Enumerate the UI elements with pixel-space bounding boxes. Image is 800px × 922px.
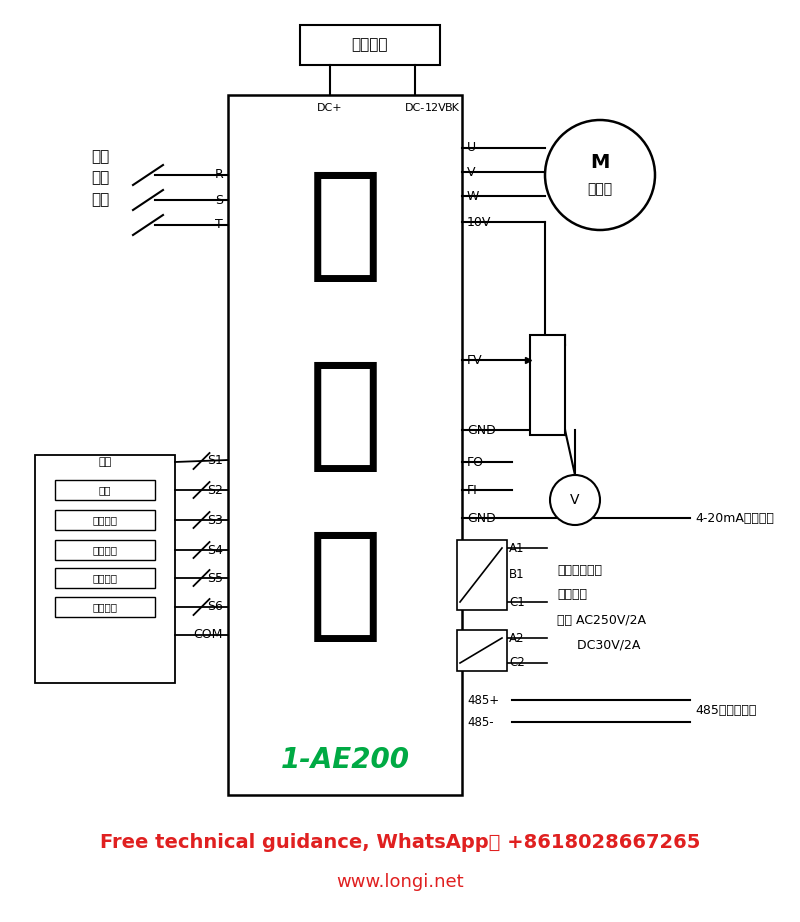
Bar — [457, 540, 507, 610]
Text: 输出 AC250V/2A: 输出 AC250V/2A — [557, 613, 646, 627]
Text: R: R — [214, 169, 223, 182]
Bar — [55, 480, 155, 500]
Text: 电源: 电源 — [91, 193, 109, 207]
Text: FV: FV — [467, 353, 482, 367]
Text: 输出触点: 输出触点 — [557, 588, 587, 601]
Text: B1: B1 — [509, 569, 525, 582]
Text: C1: C1 — [509, 596, 525, 609]
Text: S4: S4 — [207, 543, 223, 557]
Text: 变: 变 — [307, 164, 382, 286]
Text: T: T — [215, 219, 223, 231]
Text: FO: FO — [467, 455, 484, 468]
Text: 三相: 三相 — [91, 149, 109, 164]
Text: 正转点动: 正转点动 — [93, 573, 118, 583]
Text: 4-20mA电汁输入: 4-20mA电汁输入 — [695, 512, 774, 525]
Text: 器: 器 — [307, 525, 382, 645]
Text: 反转: 反转 — [98, 485, 111, 495]
Text: S1: S1 — [207, 454, 223, 467]
Text: 485串行通讯口: 485串行通讯口 — [695, 704, 756, 717]
Text: www.longi.net: www.longi.net — [336, 873, 464, 891]
Bar — [55, 540, 155, 560]
Text: 1-AE200: 1-AE200 — [281, 746, 410, 774]
Text: BK: BK — [445, 103, 459, 113]
Text: S: S — [215, 194, 223, 207]
Bar — [55, 597, 155, 617]
Bar — [35, 455, 175, 683]
Text: 外部故障: 外部故障 — [93, 515, 118, 525]
Text: 电动机: 电动机 — [587, 182, 613, 196]
Text: S5: S5 — [207, 572, 223, 585]
Bar — [457, 630, 507, 671]
Text: S6: S6 — [207, 600, 223, 613]
Text: S3: S3 — [207, 514, 223, 526]
Text: 频: 频 — [307, 354, 382, 476]
Text: V: V — [467, 166, 475, 179]
Text: DC+: DC+ — [317, 103, 343, 113]
Bar — [300, 25, 440, 65]
Text: 12V: 12V — [425, 103, 447, 113]
Bar — [55, 510, 155, 530]
Text: W: W — [467, 190, 479, 203]
Text: 正转: 正转 — [98, 457, 112, 467]
Text: M: M — [590, 153, 610, 172]
Text: 制动电阵: 制动电阵 — [352, 38, 388, 53]
Circle shape — [545, 120, 655, 230]
Text: DC30V/2A: DC30V/2A — [557, 639, 640, 652]
Text: Free technical guidance, WhatsApp： +8618028667265: Free technical guidance, WhatsApp： +8618… — [100, 833, 700, 852]
Text: 485+: 485+ — [467, 693, 499, 706]
Text: 反转点动: 反转点动 — [93, 602, 118, 612]
Text: 多功能续电器: 多功能续电器 — [557, 563, 602, 576]
Text: 485-: 485- — [467, 715, 494, 728]
Text: S2: S2 — [207, 483, 223, 497]
Bar — [55, 568, 155, 588]
Text: GND: GND — [467, 512, 496, 525]
Text: DC-: DC- — [405, 103, 425, 113]
Text: 故障复位: 故障复位 — [93, 545, 118, 555]
Text: U: U — [467, 141, 476, 155]
Text: 10V: 10V — [467, 216, 491, 229]
Text: COM: COM — [194, 629, 223, 642]
Text: 输入: 输入 — [91, 171, 109, 185]
Text: C2: C2 — [509, 656, 525, 669]
Circle shape — [550, 475, 600, 525]
Text: A1: A1 — [509, 541, 525, 554]
Bar — [530, 335, 565, 435]
Text: A2: A2 — [509, 632, 525, 644]
Text: FI: FI — [467, 483, 478, 497]
Text: V: V — [570, 493, 580, 507]
Text: GND: GND — [467, 423, 496, 436]
Bar — [228, 95, 462, 795]
